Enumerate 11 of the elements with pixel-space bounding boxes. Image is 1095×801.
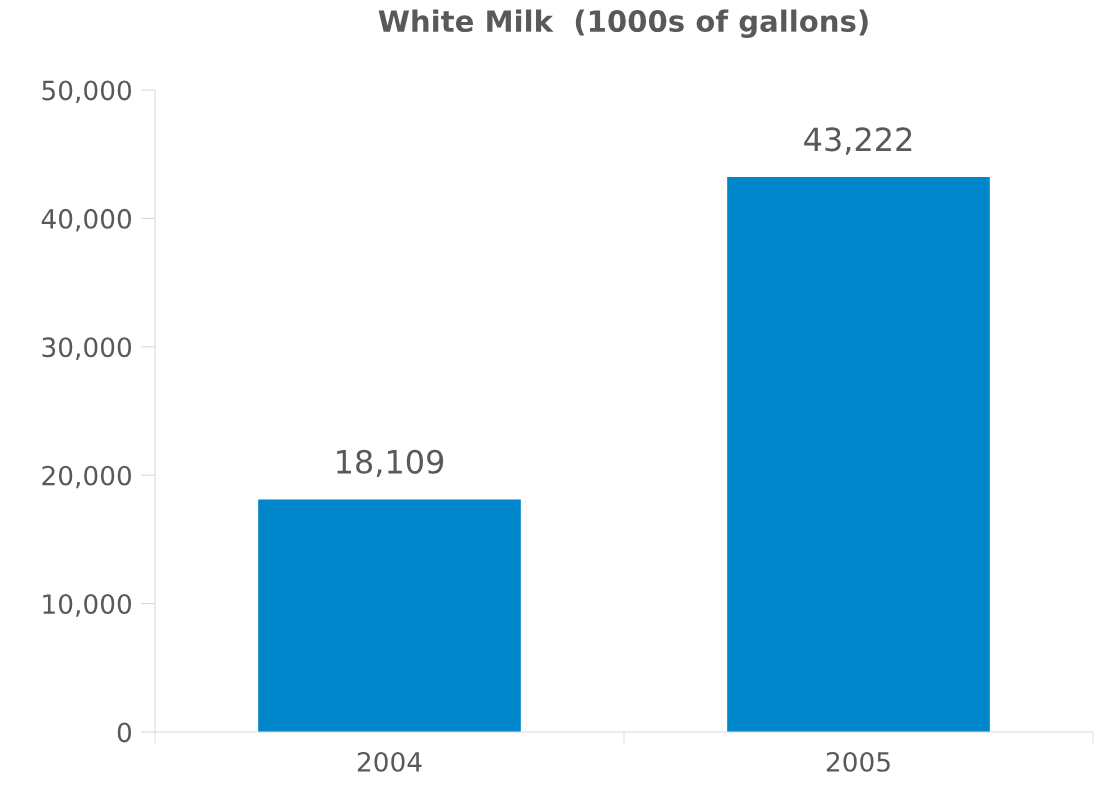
y-tick-label: 10,000 — [43, 594, 132, 617]
x-tick-label: 2004 — [357, 751, 422, 772]
x-tick-label: 2005 — [826, 751, 890, 772]
y-tick-label: 30,000 — [42, 337, 132, 360]
y-tick-label: 50,000 — [42, 80, 132, 104]
data-label: 43,222 — [804, 127, 912, 155]
y-tick-label: 20,000 — [42, 465, 132, 489]
data-label: 18,109 — [337, 449, 444, 478]
y-tick-label: 40,000 — [41, 208, 132, 232]
y-tick-label: 0 — [117, 722, 132, 743]
chart-title: White Milk (1000s of gallons) — [378, 9, 868, 38]
